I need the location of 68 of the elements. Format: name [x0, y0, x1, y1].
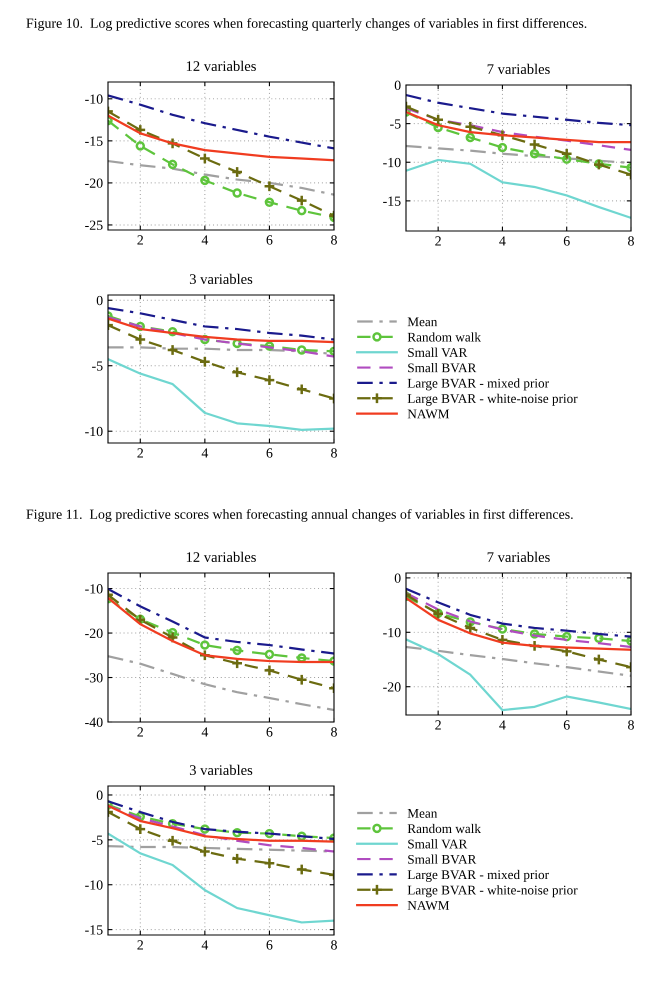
chart-title: 7 variables	[488, 552, 550, 562]
x-tick-label: 6	[564, 720, 570, 730]
legend-label: Small BVAR	[408, 854, 476, 864]
caption: Figure 10. Log predictive scores when forecasting quarterly changes of variables in first differences.	[26, 18, 586, 31]
y-tick-label: -40	[85, 718, 103, 727]
x-tick-label: 4	[499, 236, 506, 246]
legend-label: NAWM	[408, 901, 450, 910]
x-tick-label: 8	[628, 236, 634, 246]
legend-label: Mean	[408, 809, 438, 818]
x-tick-label: 4	[202, 235, 208, 244]
y-tick-label: -15	[383, 196, 401, 206]
chart-title: 7 variables	[488, 64, 550, 74]
y-tick-label: 0	[96, 296, 103, 306]
x-tick-label: 4	[499, 720, 506, 730]
legend-label: Random walk	[408, 332, 481, 342]
y-tick-label: -10	[85, 584, 103, 594]
y-tick-label: -5	[92, 361, 103, 371]
legend-label: Small VAR	[408, 348, 468, 358]
x-tick-label: 6	[266, 727, 272, 737]
y-tick-label: -15	[85, 925, 103, 935]
y-tick-label: 0	[394, 573, 401, 583]
x-tick-label: 8	[331, 940, 337, 950]
legend-label: Large BVAR - mixed prior	[408, 870, 549, 882]
y-tick-label: -10	[85, 426, 103, 436]
legend-label: NAWM	[408, 410, 450, 418]
chart-title: 3 variables	[190, 764, 252, 776]
legend-label: Mean	[408, 318, 438, 326]
x-tick-label: 4	[202, 448, 208, 458]
x-tick-label: 2	[137, 235, 143, 244]
chart-title: 12 variables	[186, 552, 256, 562]
legend-label: Large BVAR - white-noise prior	[408, 885, 578, 898]
x-tick-label: 6	[266, 448, 272, 458]
x-tick-label: 4	[202, 727, 208, 736]
legend-label: Large BVAR - white-noise prior	[408, 394, 578, 406]
x-tick-label: 6	[564, 236, 570, 246]
y-tick-label: 0	[394, 80, 401, 90]
y-tick-label: -30	[85, 673, 103, 682]
legend-label: Small BVAR	[408, 363, 476, 372]
y-tick-label: -5	[390, 119, 401, 129]
legend-label: Large BVAR - mixed prior	[408, 378, 549, 390]
x-tick-label: 8	[628, 720, 634, 730]
x-tick-label: 8	[331, 448, 337, 458]
x-tick-label: 2	[435, 236, 441, 246]
x-tick-label: 8	[331, 727, 337, 737]
y-tick-label: -25	[85, 220, 103, 230]
chart-title: 12 variables	[186, 60, 256, 72]
chart-title: 3 variables	[190, 274, 252, 284]
y-tick-label: -15	[85, 136, 103, 146]
y-tick-label: -5	[92, 836, 103, 845]
caption: Figure 11. Log predictive scores when forecasting annual changes of variables in first differences.	[26, 509, 573, 522]
x-tick-label: 8	[331, 235, 337, 245]
x-tick-label: 6	[266, 235, 272, 245]
legend-label: Random walk	[408, 824, 481, 834]
y-tick-label: -10	[383, 628, 401, 638]
y-tick-label: -10	[383, 158, 401, 168]
x-tick-label: 2	[137, 940, 143, 950]
legend-label: Small VAR	[408, 839, 468, 849]
y-tick-label: -20	[85, 628, 103, 638]
x-tick-label: 2	[137, 727, 143, 736]
y-tick-label: -20	[85, 178, 103, 188]
y-tick-label: 0	[96, 790, 103, 800]
x-tick-label: 2	[137, 448, 143, 458]
x-tick-label: 2	[435, 720, 441, 730]
x-tick-label: 6	[266, 940, 272, 950]
y-tick-label: -20	[383, 682, 401, 692]
y-tick-label: -10	[85, 94, 103, 104]
x-tick-label: 4	[202, 940, 208, 950]
y-tick-label: -10	[85, 880, 103, 890]
